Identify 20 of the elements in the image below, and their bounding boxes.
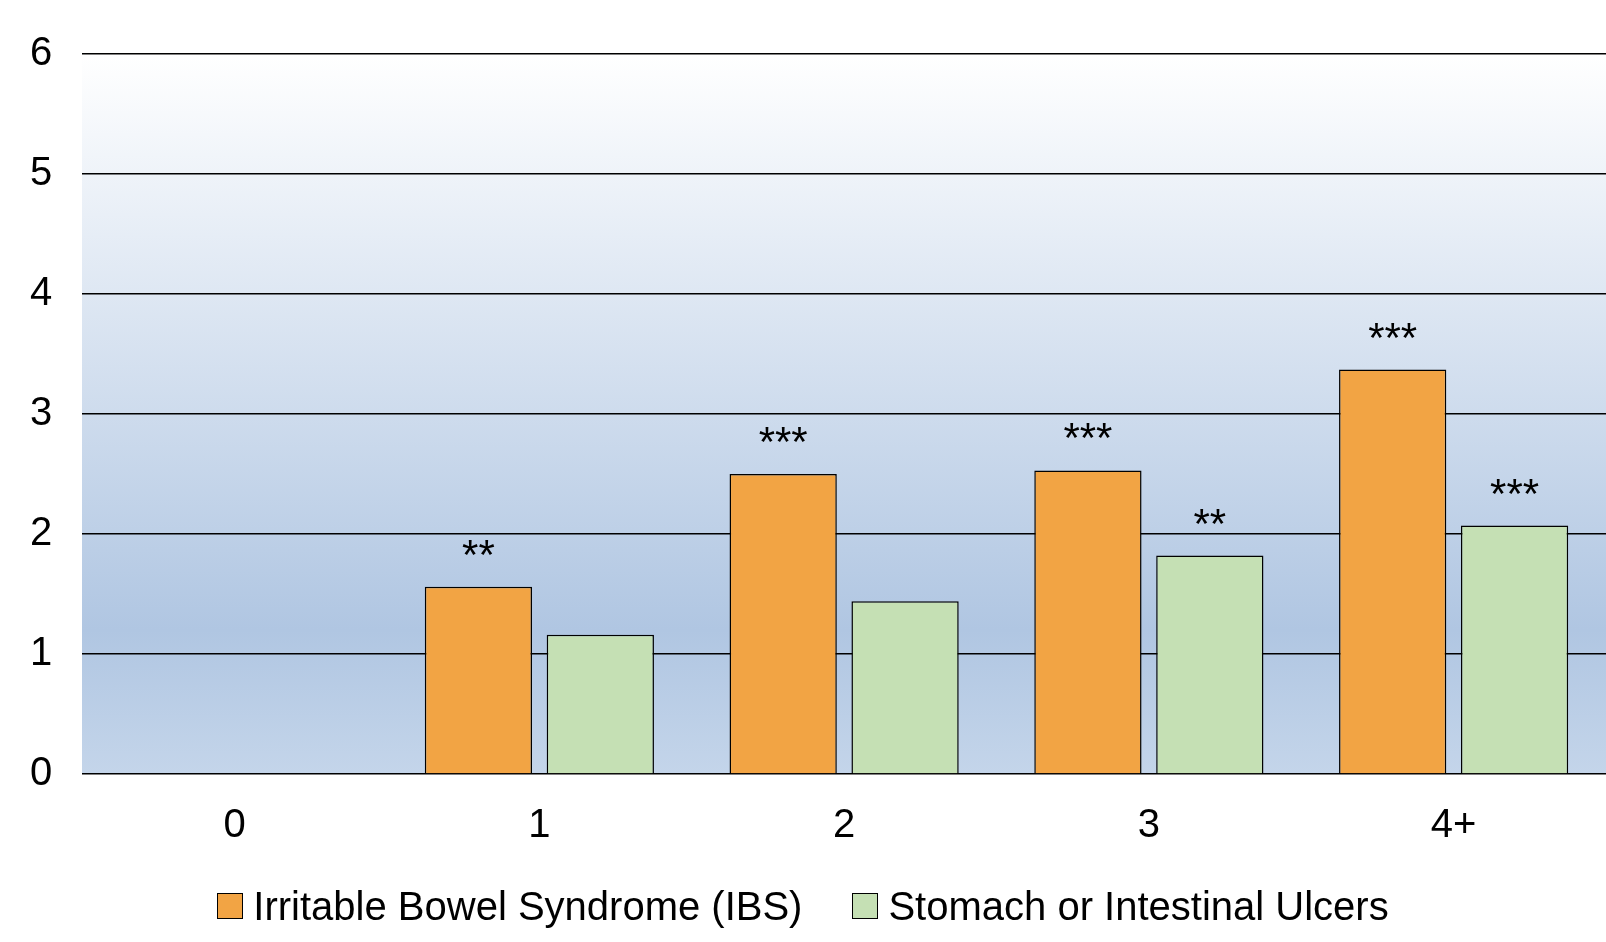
y-tick-label: 1 bbox=[30, 629, 53, 674]
x-tick-label: 1 bbox=[528, 801, 551, 846]
y-tick-label: 5 bbox=[30, 149, 53, 194]
data-label: ** bbox=[1193, 499, 1227, 547]
legend-label: Stomach or Intestinal Ulcers bbox=[888, 883, 1389, 929]
y-tick-label: 4 bbox=[30, 269, 53, 314]
x-tick-label: 3 bbox=[1137, 801, 1160, 846]
data-label: *** bbox=[758, 418, 808, 465]
x-tick-label: 4+ bbox=[1430, 801, 1477, 846]
data-label: ** bbox=[462, 530, 495, 578]
y-tick-label: 6 bbox=[30, 29, 53, 74]
y-tick-label: 2 bbox=[30, 509, 53, 554]
x-tick-label: 0 bbox=[223, 801, 246, 846]
data-label: *** bbox=[1490, 469, 1540, 517]
y-tick-label: 0 bbox=[30, 749, 53, 794]
x-tick-label: 2 bbox=[833, 801, 856, 846]
data-label: *** bbox=[1063, 414, 1113, 462]
data-label: *** bbox=[1368, 313, 1418, 361]
text: Irritable Bowel Syndrome (IBS) bbox=[253, 883, 803, 929]
y-tick-label: 3 bbox=[30, 389, 53, 434]
